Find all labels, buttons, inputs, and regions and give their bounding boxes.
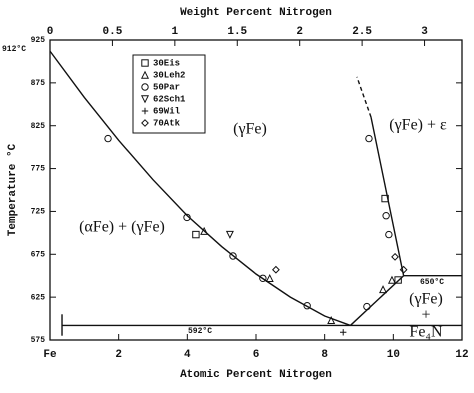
phase-boundary — [349, 275, 405, 326]
x2-tick-label: 1 — [172, 26, 179, 38]
marker-circle — [365, 134, 373, 143]
y-tick-label: 925 — [31, 36, 46, 45]
y-tick-label: 875 — [31, 79, 46, 88]
marker-square — [381, 194, 389, 203]
x-tick-label: 12 — [455, 349, 468, 361]
marker-circle — [382, 212, 390, 220]
marker-square — [192, 230, 200, 239]
phase-boundary — [356, 76, 372, 118]
region-label: Fe₄N — [409, 324, 443, 341]
phase-boundary — [49, 50, 351, 327]
region-label: (γFe) — [409, 291, 443, 308]
marker-plus — [340, 329, 347, 336]
legend-label: 70Atk — [153, 118, 181, 128]
marker-circle — [303, 302, 311, 310]
marker-circle — [183, 213, 191, 222]
x2-tick-label: 2.5 — [352, 26, 372, 38]
marker-triangle — [265, 273, 274, 282]
marker-invtriangle — [225, 230, 234, 239]
y-tick-label: 575 — [31, 336, 46, 345]
marker-circle — [363, 302, 371, 311]
x-tick-label: 2 — [115, 349, 122, 361]
marker-diamond — [391, 252, 399, 261]
legend-label: 50Par — [153, 82, 180, 92]
legend-label: 62Sch1 — [153, 94, 186, 104]
legend-label: 30Eis — [153, 58, 180, 68]
y-axis-title: Temperature °C — [7, 143, 19, 236]
x2-tick-label: 1.5 — [227, 26, 247, 38]
marker-square — [394, 276, 402, 284]
marker-triangle — [379, 285, 388, 294]
marker-invtriangle — [140, 95, 150, 104]
y-tick-label: 725 — [31, 208, 46, 217]
legend-label: 69Wil — [153, 106, 181, 116]
region-label: (γFe) + ε — [389, 117, 447, 134]
marker-circle — [229, 252, 237, 260]
annotation: 592°C — [188, 327, 212, 336]
marker-diamond — [141, 119, 149, 127]
marker-triangle — [387, 275, 396, 284]
marker-triangle — [200, 226, 209, 235]
x2-tick-label: 0 — [47, 26, 54, 38]
x-tick-label: 8 — [321, 349, 328, 361]
marker-plus — [141, 107, 149, 115]
y-tick-label: 775 — [31, 165, 46, 174]
x-tick-label: 4 — [184, 349, 191, 361]
y-tick-label: 825 — [31, 122, 46, 131]
annotation: 912°C — [2, 45, 26, 54]
region-label: (αFe) + (γFe) — [79, 219, 165, 236]
x2-tick-label: 0.5 — [103, 26, 123, 38]
annotation: 650°C — [420, 278, 444, 287]
marker-square — [141, 59, 149, 67]
y-tick-label: 625 — [31, 293, 46, 302]
x-tick-label: 6 — [253, 349, 260, 361]
marker-circle — [104, 134, 112, 143]
marker-circle — [141, 83, 149, 91]
marker-circle — [385, 230, 393, 239]
region-label: + — [421, 307, 430, 324]
x-tick-label: 10 — [387, 349, 400, 361]
x-axis-title: Atomic Percent Nitrogen — [180, 369, 332, 381]
marker-circle — [259, 274, 267, 282]
marker-diamond — [399, 265, 408, 274]
phase-boundary — [370, 117, 405, 276]
marker-diamond — [272, 265, 280, 274]
marker-triangle — [140, 70, 150, 79]
y-tick-label: 675 — [31, 250, 46, 259]
x2-tick-label: 3 — [421, 26, 428, 38]
x-tick-label: Fe — [43, 349, 57, 361]
legend-label: 30Leh2 — [153, 70, 185, 80]
region-label: (γFe) — [233, 121, 267, 138]
plot-frame — [49, 39, 463, 341]
marker-triangle — [327, 315, 336, 324]
x2-axis-title: Weight Percent Nitrogen — [180, 7, 332, 19]
x2-tick-label: 2 — [296, 26, 303, 38]
